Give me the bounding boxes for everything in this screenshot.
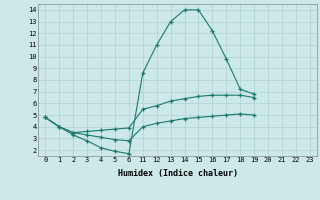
X-axis label: Humidex (Indice chaleur): Humidex (Indice chaleur) <box>118 169 238 178</box>
